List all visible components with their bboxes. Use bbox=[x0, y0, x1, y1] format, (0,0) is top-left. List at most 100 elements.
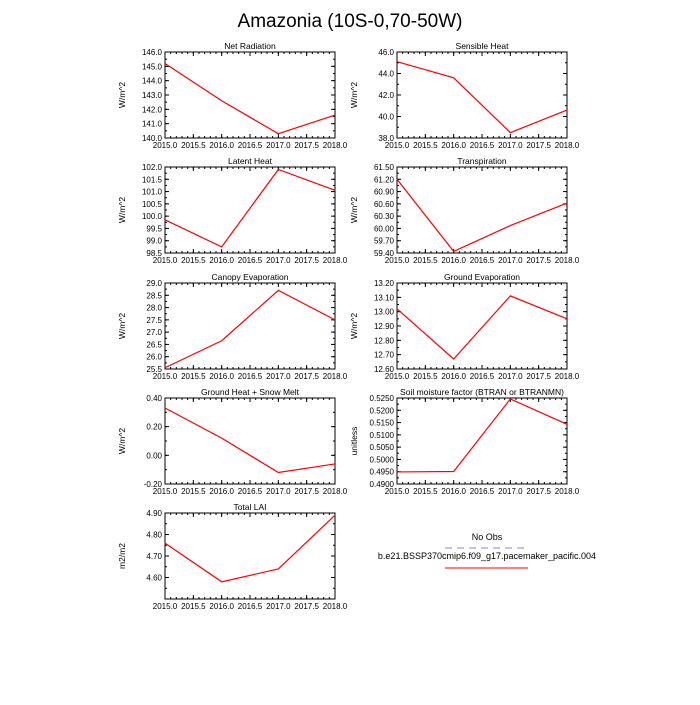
y-tick-label: 12.60 bbox=[374, 365, 395, 374]
x-tick-label: 2016.5 bbox=[238, 487, 263, 496]
series-line bbox=[165, 169, 335, 246]
y-tick-label: 98.5 bbox=[146, 249, 162, 258]
plot-frame bbox=[397, 52, 567, 138]
x-tick-label: 2016.0 bbox=[441, 256, 466, 265]
y-tick-label: 60.90 bbox=[374, 188, 395, 197]
y-tick-label: 0.20 bbox=[146, 423, 162, 432]
y-tick-label: 146.0 bbox=[142, 48, 163, 57]
legend-label-obs: No Obs bbox=[472, 532, 503, 542]
y-axis-label: unitless bbox=[349, 427, 359, 456]
x-tick-label: 2017.5 bbox=[526, 372, 551, 381]
y-tick-label: 38.0 bbox=[378, 134, 394, 143]
x-tick-label: 2017.0 bbox=[266, 602, 291, 611]
y-tick-label: 13.20 bbox=[374, 279, 395, 288]
x-tick-label: 2016.0 bbox=[441, 487, 466, 496]
x-tick-label: 2015.0 bbox=[153, 602, 178, 611]
x-tick-label: 2015.5 bbox=[181, 372, 206, 381]
x-tick-label: 2016.5 bbox=[238, 372, 263, 381]
y-tick-label: 0.5050 bbox=[370, 443, 395, 452]
x-tick-label: 2017.0 bbox=[498, 487, 523, 496]
panel-title: Ground Evaporation bbox=[444, 272, 520, 282]
y-tick-label: 13.00 bbox=[374, 308, 395, 317]
series-line bbox=[165, 408, 335, 473]
y-axis-label: W/m^2 bbox=[117, 313, 127, 339]
x-tick-label: 2015.5 bbox=[181, 487, 206, 496]
y-tick-label: 12.70 bbox=[374, 351, 395, 360]
x-tick-label: 2016.5 bbox=[470, 487, 495, 496]
x-tick-label: 2017.5 bbox=[294, 602, 319, 611]
x-tick-label: 2017.5 bbox=[294, 487, 319, 496]
y-tick-label: 0.5000 bbox=[370, 455, 395, 464]
y-tick-label: 44.0 bbox=[378, 70, 394, 79]
x-tick-label: 2018.0 bbox=[555, 487, 580, 496]
y-tick-label: 26.0 bbox=[146, 353, 162, 362]
series-line bbox=[397, 179, 567, 251]
y-tick-label: 141.0 bbox=[142, 120, 163, 129]
y-tick-label: 12.90 bbox=[374, 322, 395, 331]
series-line bbox=[397, 296, 567, 359]
y-axis-label: W/m^2 bbox=[117, 82, 127, 108]
x-tick-label: 2018.0 bbox=[323, 602, 348, 611]
x-tick-label: 2015.5 bbox=[181, 602, 206, 611]
y-tick-label: 145.0 bbox=[142, 62, 163, 71]
x-tick-label: 2017.5 bbox=[294, 141, 319, 150]
x-tick-label: 2016.5 bbox=[238, 256, 263, 265]
y-tick-label: 0.40 bbox=[146, 394, 162, 403]
x-tick-label: 2017.0 bbox=[266, 487, 291, 496]
x-tick-label: 2018.0 bbox=[323, 487, 348, 496]
y-tick-label: 61.20 bbox=[374, 175, 395, 184]
panel-title: Ground Heat + Snow Melt bbox=[201, 387, 300, 397]
x-tick-label: 2017.5 bbox=[526, 487, 551, 496]
x-tick-label: 2016.5 bbox=[238, 141, 263, 150]
x-tick-label: 2018.0 bbox=[555, 256, 580, 265]
series-line bbox=[165, 290, 335, 367]
y-axis-label: W/m^2 bbox=[117, 428, 127, 454]
x-tick-label: 2017.0 bbox=[266, 372, 291, 381]
x-tick-label: 2016.5 bbox=[238, 602, 263, 611]
x-tick-label: 2016.0 bbox=[209, 602, 234, 611]
x-tick-label: 2018.0 bbox=[555, 141, 580, 150]
x-tick-label: 2018.0 bbox=[323, 141, 348, 150]
series-line bbox=[165, 515, 335, 582]
y-tick-label: 101.5 bbox=[142, 175, 163, 184]
plot-frame bbox=[397, 283, 567, 369]
x-tick-label: 2017.0 bbox=[498, 141, 523, 150]
y-tick-label: 4.90 bbox=[146, 509, 162, 518]
y-axis-label: W/m^2 bbox=[349, 197, 359, 223]
plot-frame bbox=[165, 52, 335, 138]
x-tick-label: 2016.0 bbox=[209, 256, 234, 265]
y-tick-label: 28.5 bbox=[146, 291, 162, 300]
x-tick-label: 2015.5 bbox=[413, 487, 438, 496]
y-tick-label: 99.0 bbox=[146, 237, 162, 246]
legend: No Obs b.e21.BSSP370cmip6.f09_g17.pacema… bbox=[378, 532, 596, 568]
y-tick-label: 42.0 bbox=[378, 91, 394, 100]
y-tick-label: 140.0 bbox=[142, 134, 163, 143]
y-tick-label: 101.0 bbox=[142, 188, 163, 197]
series-line bbox=[397, 62, 567, 133]
panel-title: Sensible Heat bbox=[456, 41, 510, 51]
y-tick-label: 27.5 bbox=[146, 316, 162, 325]
x-tick-label: 2017.0 bbox=[498, 372, 523, 381]
y-tick-label: 60.00 bbox=[374, 224, 395, 233]
y-tick-label: 27.0 bbox=[146, 328, 162, 337]
y-axis-label: W/m^2 bbox=[117, 197, 127, 223]
y-tick-label: 29.0 bbox=[146, 279, 162, 288]
y-tick-label: -0.20 bbox=[144, 480, 163, 489]
x-tick-label: 2015.5 bbox=[181, 141, 206, 150]
y-tick-label: 143.0 bbox=[142, 91, 163, 100]
x-tick-label: 2016.5 bbox=[470, 256, 495, 265]
y-tick-label: 60.60 bbox=[374, 200, 395, 209]
y-tick-label: 144.0 bbox=[142, 77, 163, 86]
x-tick-label: 2016.0 bbox=[441, 372, 466, 381]
x-tick-label: 2016.0 bbox=[209, 487, 234, 496]
series-line bbox=[165, 63, 335, 133]
y-tick-label: 4.60 bbox=[146, 574, 162, 583]
y-tick-label: 28.0 bbox=[146, 304, 162, 313]
